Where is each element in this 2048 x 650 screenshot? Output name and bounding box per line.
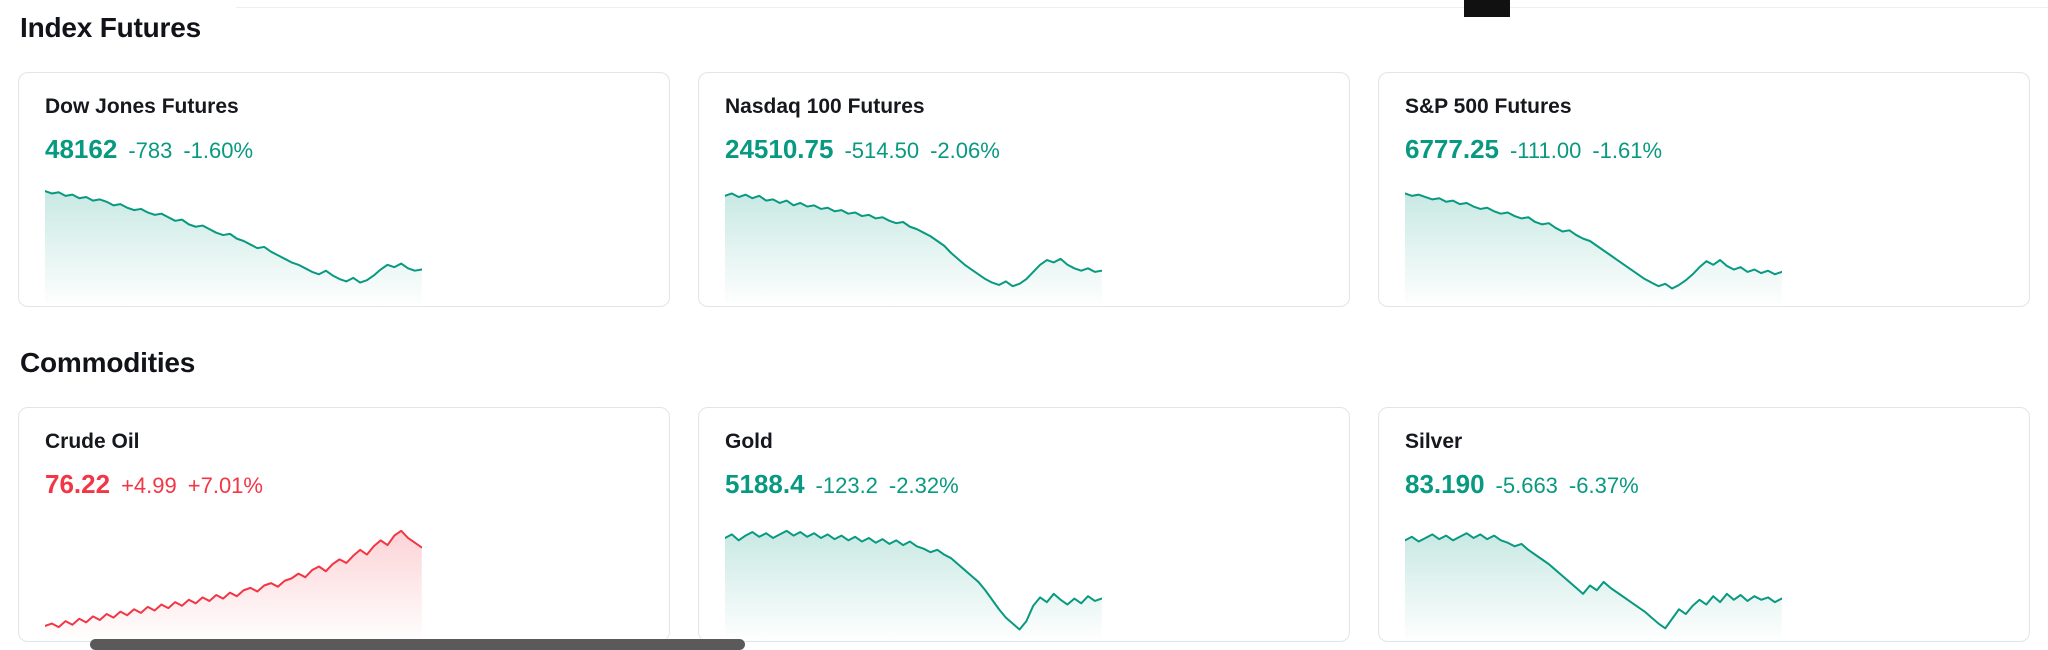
sparkline-chart [1405, 175, 1782, 308]
price-change: -111.00 [1509, 138, 1582, 164]
last-price: 76.22 [45, 469, 111, 500]
top-black-artifact [1464, 0, 1510, 17]
instrument-name[interactable]: Dow Jones Futures [45, 95, 239, 118]
price-change-percent: -1.60% [183, 138, 254, 164]
section-title-index-futures: Index Futures [20, 12, 201, 43]
price-row: 76.22 +4.99 +7.01% [45, 469, 643, 500]
quote-card-sp500-futures[interactable]: S&P 500 Futures 6777.25 -111.00 -1.61% [1378, 72, 2030, 308]
price-change-percent: -1.61% [1592, 138, 1663, 164]
quote-card-nasdaq-100-futures[interactable]: Nasdaq 100 Futures 24510.75 -514.50 -2.0… [698, 72, 1350, 308]
instrument-name[interactable]: Gold [725, 430, 773, 453]
instrument-name[interactable]: S&P 500 Futures [1405, 95, 1572, 118]
price-change-percent: +7.01% [187, 473, 263, 499]
sparkline-chart [45, 510, 422, 643]
price-row: 48162 -783 -1.60% [45, 134, 643, 165]
sparkline-chart [45, 175, 422, 308]
sparkline-chart [725, 510, 1102, 643]
last-price: 24510.75 [725, 134, 834, 165]
quote-card-gold[interactable]: Gold 5188.4 -123.2 -2.32% [698, 407, 1350, 643]
price-row: 24510.75 -514.50 -2.06% [725, 134, 1323, 165]
instrument-name[interactable]: Nasdaq 100 Futures [725, 95, 925, 118]
last-price: 83.190 [1405, 469, 1485, 500]
price-row: 6777.25 -111.00 -1.61% [1405, 134, 2003, 165]
price-change-percent: -2.06% [930, 138, 1000, 164]
instrument-name[interactable]: Crude Oil [45, 430, 140, 453]
sparkline-chart [725, 175, 1102, 308]
price-change: -5.663 [1495, 473, 1558, 499]
price-change: -783 [128, 138, 173, 164]
quote-card-silver[interactable]: Silver 83.190 -5.663 -6.37% [1378, 407, 2030, 643]
price-row: 83.190 -5.663 -6.37% [1405, 469, 2003, 500]
last-price: 48162 [45, 134, 118, 165]
sparkline-chart [1405, 510, 1782, 643]
price-row: 5188.4 -123.2 -2.32% [725, 469, 1323, 500]
section-commodities: Commodities Crude Oil 76.22 +4.99 +7.01%… [18, 347, 2030, 643]
quote-card-dow-jones-futures[interactable]: Dow Jones Futures 48162 -783 -1.60% [18, 72, 670, 308]
price-change-percent: -2.32% [888, 473, 959, 499]
price-change-percent: -6.37% [1568, 473, 1639, 499]
index-futures-cards-row: Dow Jones Futures 48162 -783 -1.60% Nasd… [18, 72, 2030, 308]
last-price: 6777.25 [1405, 134, 1499, 165]
quote-card-crude-oil[interactable]: Crude Oil 76.22 +4.99 +7.01% [18, 407, 670, 643]
price-change: +4.99 [121, 473, 177, 499]
instrument-name[interactable]: Silver [1405, 430, 1463, 453]
top-divider [236, 7, 2048, 8]
section-index-futures: Index Futures Dow Jones Futures 48162 -7… [18, 12, 2030, 308]
last-price: 5188.4 [725, 469, 805, 500]
price-change: -514.50 [844, 138, 920, 164]
commodities-cards-row: Crude Oil 76.22 +4.99 +7.01% Gold 5188.4… [18, 407, 2030, 643]
horizontal-scrollbar-thumb[interactable] [90, 639, 745, 650]
price-change: -123.2 [815, 473, 878, 499]
section-title-commodities: Commodities [20, 347, 196, 378]
